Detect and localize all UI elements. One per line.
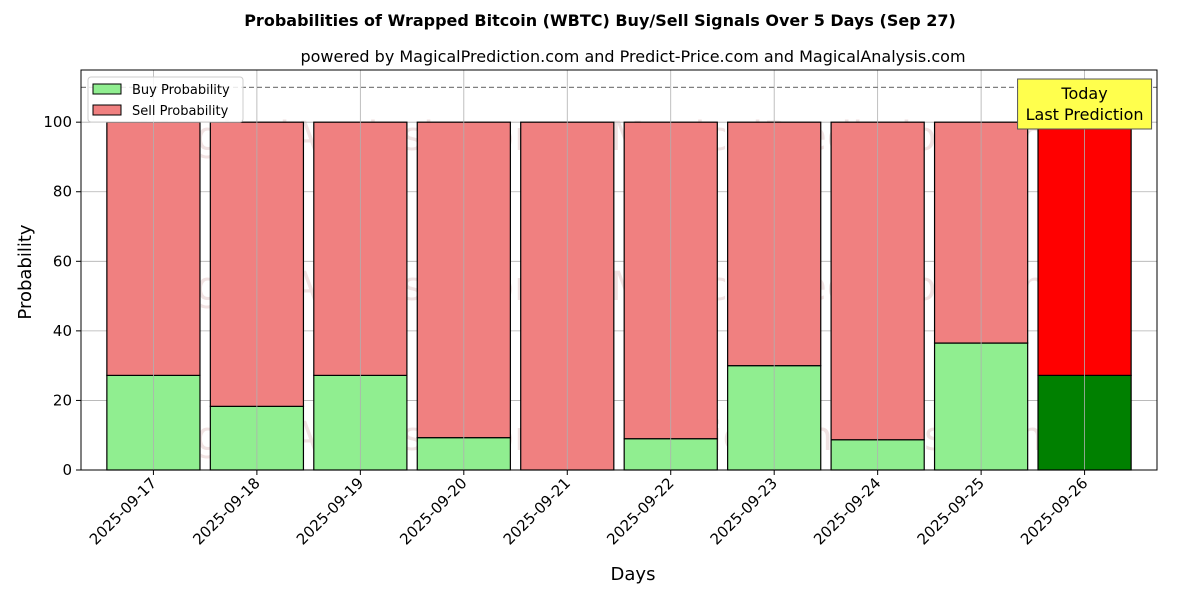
x-tick-label: 2025-09-23 xyxy=(707,474,781,548)
legend: Buy Probability Sell Probability xyxy=(87,76,244,123)
legend-swatch xyxy=(92,104,122,116)
y-tick-label: 20 xyxy=(53,391,72,409)
x-tick-label: 2025-09-19 xyxy=(293,474,367,548)
x-tick-label: 2025-09-25 xyxy=(914,474,988,548)
y-tick-label: 40 xyxy=(53,322,72,340)
legend-box xyxy=(87,76,244,123)
y-tick-label: 80 xyxy=(53,183,72,201)
x-tick-label: 2025-09-21 xyxy=(500,474,574,548)
y-tick-label: 60 xyxy=(53,252,72,270)
annotation-box xyxy=(1017,78,1153,130)
y-tick-label: 0 xyxy=(62,461,72,479)
legend-swatch xyxy=(92,83,122,95)
chart-subtitle: powered by MagicalPrediction.com and Pre… xyxy=(300,47,965,66)
y-axis-label: Probability xyxy=(15,224,36,319)
x-tick-label: 2025-09-24 xyxy=(810,474,884,548)
plot-area: MagicalAnalysis.comMagicalPrediction.com… xyxy=(43,69,1158,548)
annotation-text: Today xyxy=(1060,84,1107,103)
legend-label: Buy Probability xyxy=(132,83,230,98)
x-tick-label: 2025-09-17 xyxy=(86,474,160,548)
chart-title: Probabilities of Wrapped Bitcoin (WBTC) … xyxy=(244,11,956,30)
annotation: Today Last Prediction xyxy=(1017,78,1153,130)
x-tick-label: 2025-09-20 xyxy=(396,474,470,548)
x-tick-label: 2025-09-18 xyxy=(189,474,263,548)
x-tick-label: 2025-09-22 xyxy=(603,474,677,548)
legend-label: Sell Probability xyxy=(132,104,229,119)
annotation-text: Last Prediction xyxy=(1026,105,1144,124)
y-tick-label: 100 xyxy=(43,113,72,131)
x-tick-label: 2025-09-26 xyxy=(1017,474,1091,548)
axes-frame xyxy=(80,69,1158,471)
x-axis-label: Days xyxy=(611,564,656,585)
